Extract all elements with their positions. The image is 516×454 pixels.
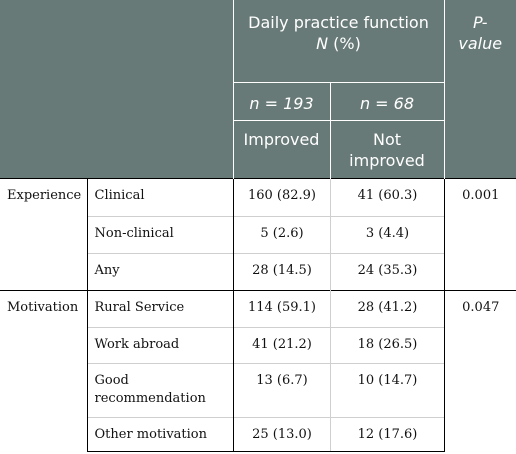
- cell-not-improved: 28 (41.2): [329, 289, 444, 327]
- cell-not-improved: 18 (26.5): [329, 326, 444, 363]
- notimproved-label-header: Not improved: [329, 120, 444, 178]
- row-category: Rural Service: [86, 289, 233, 327]
- pvalue-motivation: 0.047: [443, 289, 516, 451]
- group-header: Daily practice function N (%): [232, 0, 444, 83]
- cell-improved: 114 (59.1): [232, 289, 330, 327]
- table-row: Any 28 (14.5) 24 (35.3): [0, 252, 516, 290]
- cell-not-improved: 3 (4.4): [329, 215, 444, 253]
- table-row: Experience Clinical 160 (82.9) 41 (60.3)…: [0, 177, 516, 290]
- cell-not-improved: 24 (35.3): [329, 252, 444, 290]
- cell-improved: 13 (6.7): [232, 362, 330, 417]
- cell-not-improved: 41 (60.3): [329, 177, 444, 216]
- row-category: Work abroad: [86, 326, 233, 363]
- table-row: Non-clinical 5 (2.6) 3 (4.4): [0, 215, 516, 253]
- row-category: Non-clinical: [86, 215, 233, 253]
- header-empty-cell: [0, 0, 233, 178]
- notimproved-n-header: n = 68: [329, 82, 444, 121]
- improved-label-header: Improved: [232, 120, 330, 178]
- table-row: Motivation Rural Service 114 (59.1) 28 (…: [0, 289, 516, 451]
- group-label-motivation: Motivation: [0, 289, 87, 451]
- cell-not-improved: 10 (14.7): [329, 362, 444, 417]
- group-label-experience: Experience: [0, 177, 87, 290]
- improved-n-header: n = 193: [232, 82, 330, 121]
- row-category: Any: [86, 252, 233, 290]
- cell-not-improved: 12 (17.6): [329, 416, 444, 452]
- group-title-n: N: [316, 34, 329, 53]
- pvalue-header: P- value: [443, 0, 516, 178]
- table-row: Work abroad 41 (21.2) 18 (26.5): [0, 326, 516, 363]
- table-row: Good recommendation 13 (6.7) 10 (14.7): [0, 362, 516, 417]
- row-category: Other motivation: [86, 416, 233, 452]
- row-category: Good recommendation: [86, 362, 233, 417]
- group-title-line1: Daily practice function: [248, 13, 429, 32]
- cell-improved: 25 (13.0): [232, 416, 330, 452]
- cell-improved: 160 (82.9): [232, 177, 330, 216]
- pvalue-experience: 0.001: [443, 177, 516, 290]
- cell-improved: 41 (21.2): [232, 326, 330, 363]
- group-title-pct: (%): [328, 34, 361, 53]
- table-row: Other motivation 25 (13.0) 12 (17.6): [0, 416, 516, 452]
- cell-improved: 28 (14.5): [232, 252, 330, 290]
- row-category: Clinical: [86, 177, 233, 216]
- cell-improved: 5 (2.6): [232, 215, 330, 253]
